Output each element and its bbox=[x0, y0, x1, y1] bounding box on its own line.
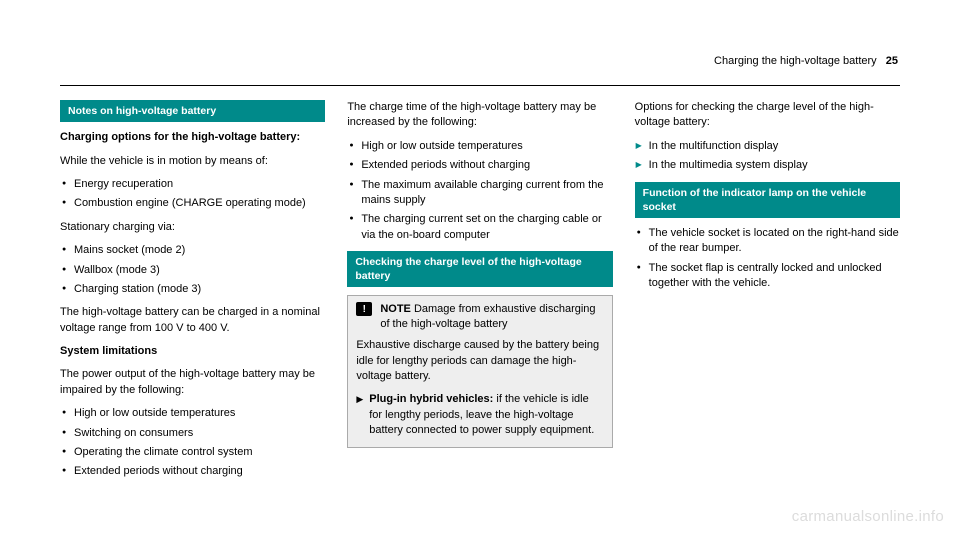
note-box: ! NOTE Damage from exhaustive dischargin… bbox=[347, 295, 612, 447]
column-2: The charge time of the high-voltage batt… bbox=[347, 100, 612, 488]
note-head: ! NOTE Damage from exhaustive dischargin… bbox=[348, 296, 611, 336]
text-while-motion: While the vehicle is in motion by means … bbox=[60, 154, 325, 169]
page-number: 25 bbox=[886, 55, 898, 67]
list-socket-info: The vehicle socket is located on the rig… bbox=[635, 226, 900, 292]
heading-notes-hv-battery: Notes on high-voltage battery bbox=[60, 100, 325, 122]
header-divider bbox=[60, 85, 900, 86]
note-title-text: Damage from exhaustive discharging of th… bbox=[380, 303, 595, 330]
list-item: Extended periods without charging bbox=[347, 158, 612, 173]
column-1: Notes on high-voltage battery Charging o… bbox=[60, 100, 325, 488]
list-item: Energy recuperation bbox=[60, 177, 325, 192]
note-instr-bold: Plug-in hybrid vehicles: bbox=[369, 393, 493, 405]
subhead-system-limitations: System limitations bbox=[60, 344, 325, 359]
list-item: In the multifunction display bbox=[635, 139, 900, 154]
note-label: NOTE bbox=[380, 303, 411, 315]
note-icon: ! bbox=[356, 302, 372, 316]
list-item: Charging station (mode 3) bbox=[60, 282, 325, 297]
header-title: Charging the high-voltage battery bbox=[714, 55, 877, 67]
subhead-charging-options: Charging options for the high-voltage ba… bbox=[60, 130, 325, 145]
list-item: The charging current set on the charging… bbox=[347, 212, 612, 243]
note-instruction-text: Plug-in hybrid vehicles: if the vehicle … bbox=[369, 392, 603, 438]
list-motion: Energy recuperation Combustion engine (C… bbox=[60, 177, 325, 212]
list-stationary: Mains socket (mode 2) Wallbox (mode 3) C… bbox=[60, 243, 325, 297]
list-item: High or low outside temperatures bbox=[347, 139, 612, 154]
list-impaired: High or low outside temperatures Switchi… bbox=[60, 406, 325, 480]
heading-indicator-lamp: Function of the indicator lamp on the ve… bbox=[635, 182, 900, 218]
page-header: Charging the high-voltage battery 25 bbox=[60, 55, 900, 67]
text-charge-time: The charge time of the high-voltage batt… bbox=[347, 100, 612, 131]
list-item: In the multimedia system display bbox=[635, 158, 900, 173]
list-item: High or low outside temperatures bbox=[60, 406, 325, 421]
list-item: Switching on consumers bbox=[60, 426, 325, 441]
note-body: Exhaustive discharge caused by the batte… bbox=[348, 336, 611, 392]
list-display-options: In the multifunction display In the mult… bbox=[635, 139, 900, 174]
text-voltage-range: The high-voltage battery can be charged … bbox=[60, 305, 325, 336]
text-stationary: Stationary charging via: bbox=[60, 220, 325, 235]
list-item: The vehicle socket is located on the rig… bbox=[635, 226, 900, 257]
note-title: NOTE Damage from exhaustive discharging … bbox=[380, 302, 603, 332]
arrow-icon: ▶ bbox=[356, 392, 363, 406]
list-item: The socket flap is centrally locked and … bbox=[635, 261, 900, 292]
content-columns: Notes on high-voltage battery Charging o… bbox=[60, 100, 900, 488]
list-charge-time: High or low outside temperatures Extende… bbox=[347, 139, 612, 243]
list-item: Operating the climate control system bbox=[60, 445, 325, 460]
note-instruction: ▶ Plug-in hybrid vehicles: if the vehicl… bbox=[348, 392, 611, 446]
heading-checking-charge-level: Checking the charge level of the high-vo… bbox=[347, 251, 612, 287]
text-options-checking: Options for checking the charge level of… bbox=[635, 100, 900, 131]
list-item: Wallbox (mode 3) bbox=[60, 263, 325, 278]
list-item: The maximum available charging current f… bbox=[347, 178, 612, 209]
list-item: Mains socket (mode 2) bbox=[60, 243, 325, 258]
text-power-output: The power output of the high-voltage bat… bbox=[60, 367, 325, 398]
list-item: Combustion engine (CHARGE operating mode… bbox=[60, 196, 325, 211]
list-item: Extended periods without charging bbox=[60, 464, 325, 479]
column-3: Options for checking the charge level of… bbox=[635, 100, 900, 488]
watermark: carmanualsonline.info bbox=[792, 508, 944, 525]
